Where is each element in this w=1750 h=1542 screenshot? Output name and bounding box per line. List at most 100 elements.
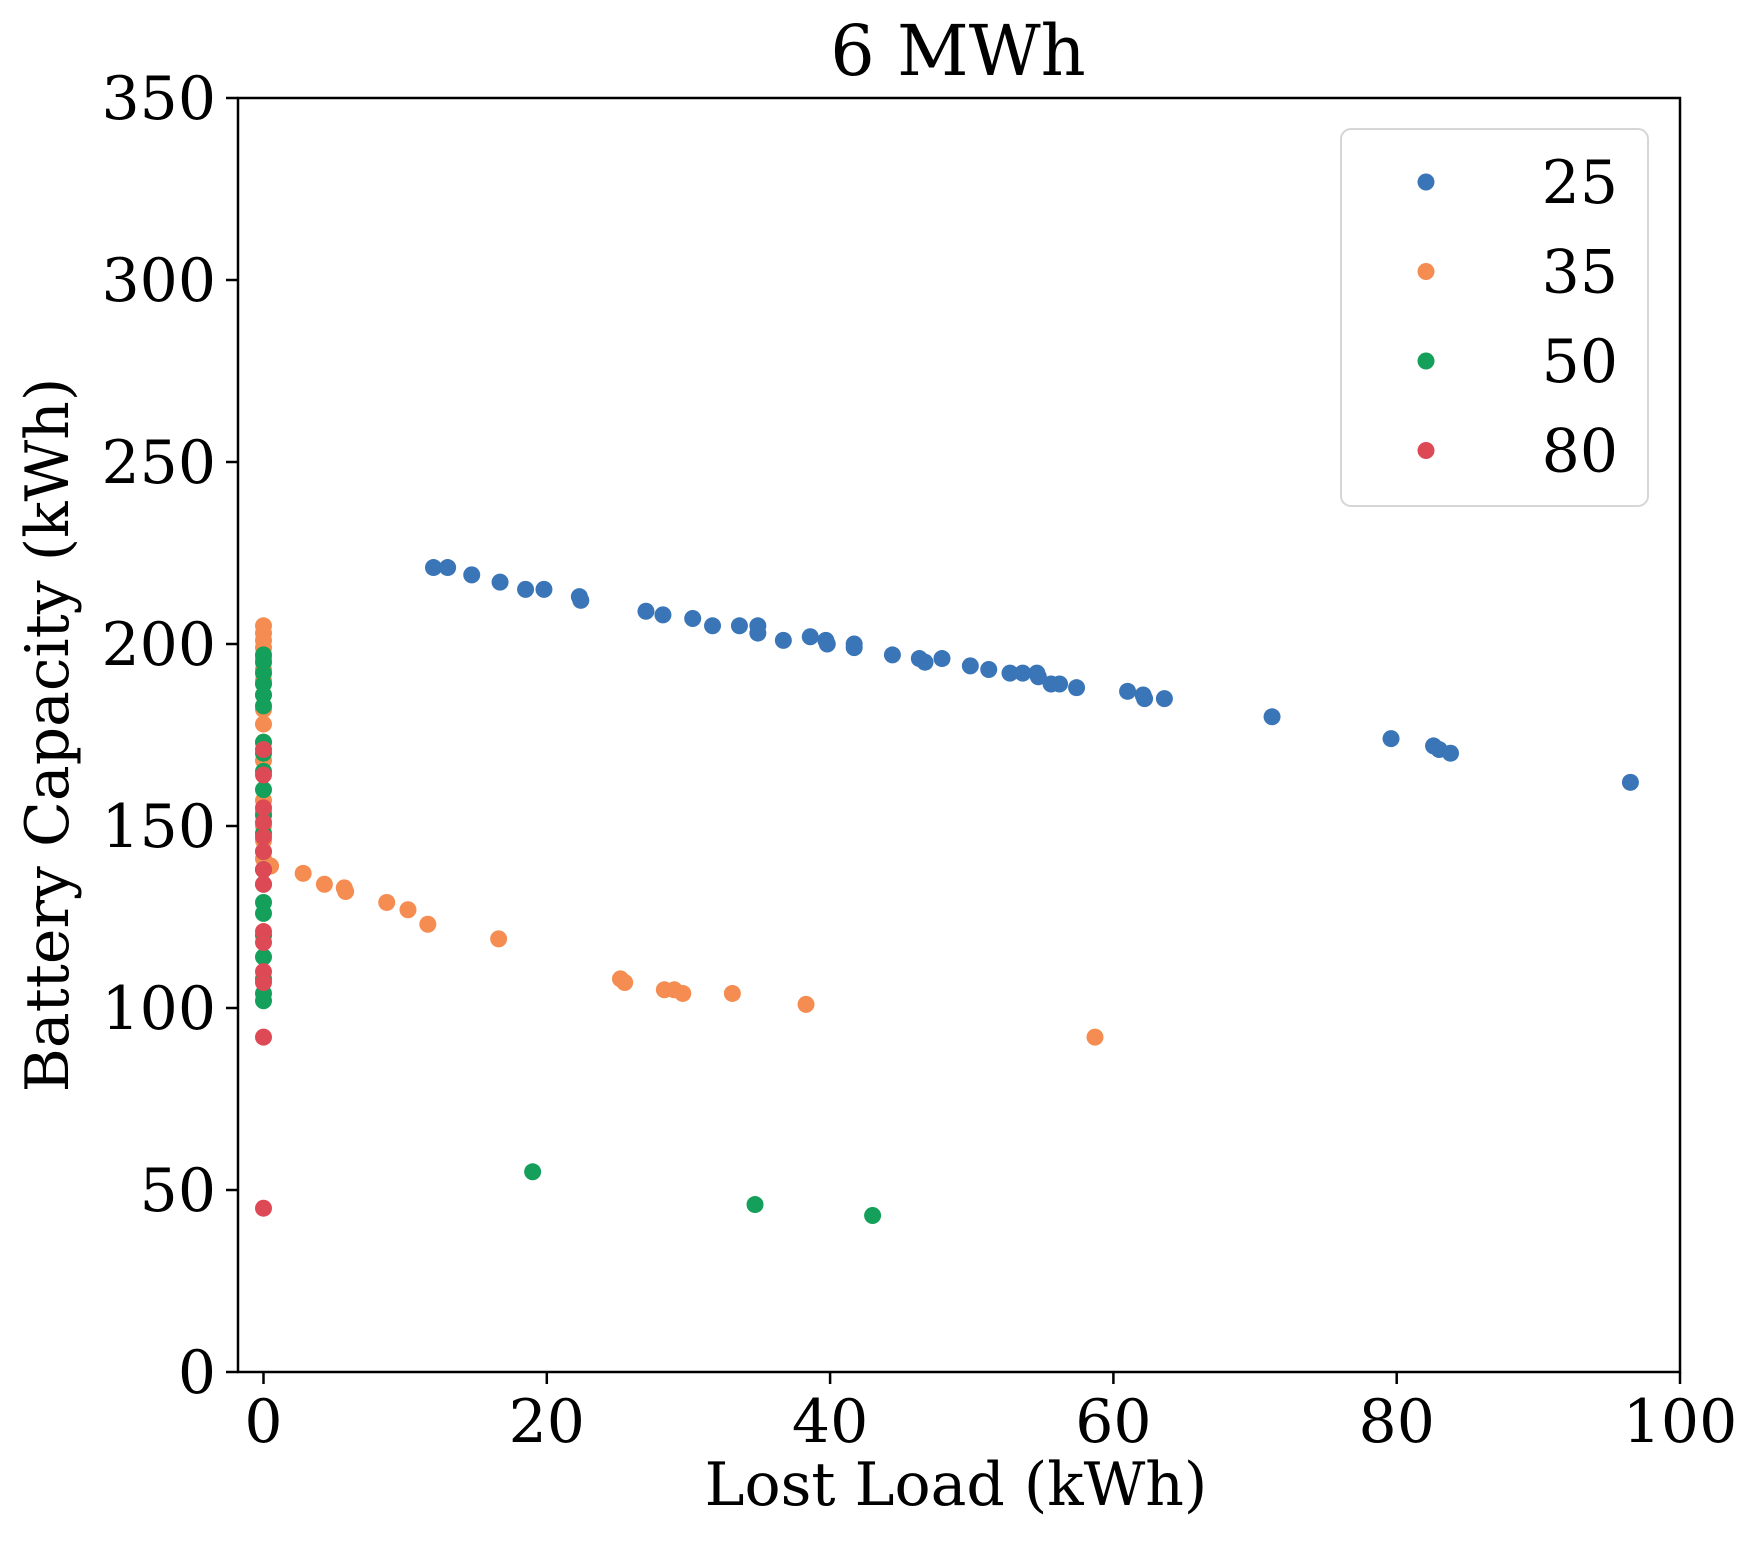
x-axis: 0 20 40 60 80 100 — [244, 1372, 1737, 1457]
data-point-series-35 — [490, 930, 508, 948]
x-tick-label: 40 — [792, 1387, 868, 1457]
data-point-series-80 — [254, 875, 272, 893]
series-80 — [254, 741, 272, 1217]
y-tick-label: 200 — [101, 610, 216, 680]
x-tick-label: 60 — [1075, 1387, 1151, 1457]
data-point-series-25 — [704, 617, 722, 635]
plot-area-frame — [236, 96, 1682, 1374]
data-point-series-35 — [723, 984, 741, 1002]
data-point-series-25 — [439, 559, 457, 577]
data-point-series-25 — [535, 580, 553, 598]
data-point-series-25 — [749, 624, 767, 642]
data-point-series-25 — [517, 580, 535, 598]
data-point-series-25 — [1068, 679, 1086, 697]
data-point-series-35 — [315, 875, 333, 893]
data-point-series-25 — [1029, 668, 1047, 686]
data-point-series-80 — [254, 974, 272, 992]
data-point-series-25 — [637, 602, 655, 620]
data-point-series-35 — [294, 864, 312, 882]
data-point-series-25 — [572, 591, 590, 609]
data-point-series-80 — [254, 828, 272, 846]
data-point-series-25 — [818, 635, 836, 653]
legend-box — [1340, 128, 1649, 507]
data-point-series-25 — [1442, 744, 1460, 762]
data-point-series-25 — [1119, 682, 1137, 700]
legend-marker — [1417, 442, 1435, 459]
data-point-series-25 — [463, 566, 481, 584]
data-points — [254, 559, 1639, 1224]
legend-marker — [1417, 263, 1435, 280]
data-point-series-25 — [774, 631, 792, 649]
legend-label: 35 — [1542, 238, 1618, 308]
data-point-series-80 — [254, 741, 272, 759]
data-point-series-80 — [254, 1028, 272, 1046]
data-point-series-35 — [674, 984, 692, 1002]
legend-label: 50 — [1542, 327, 1618, 397]
data-point-series-50 — [254, 948, 272, 966]
data-point-series-35 — [419, 915, 437, 933]
data-point-series-35 — [797, 995, 815, 1013]
x-tick-label: 80 — [1359, 1387, 1435, 1457]
data-point-series-35 — [616, 974, 634, 992]
series-25 — [424, 559, 1639, 791]
data-point-series-80 — [254, 1199, 272, 1217]
data-point-series-80 — [254, 861, 272, 879]
y-axis: 0 50 100 150 200 250 300 350 — [101, 64, 238, 1408]
data-point-series-25 — [1051, 675, 1069, 693]
data-point-series-35 — [399, 901, 417, 919]
data-point-series-25 — [961, 657, 979, 675]
series-50 — [254, 646, 882, 1224]
data-point-series-80 — [254, 799, 272, 817]
data-point-series-50 — [254, 781, 272, 799]
legend-label: 80 — [1542, 417, 1618, 487]
data-point-series-25 — [933, 650, 951, 668]
series-35 — [254, 617, 1104, 1046]
x-tick-label: 20 — [509, 1387, 585, 1457]
data-point-series-80 — [254, 766, 272, 784]
data-point-series-25 — [684, 610, 702, 628]
chart-title: 6 MWh — [830, 10, 1086, 92]
x-tick-label: 0 — [244, 1387, 282, 1457]
legend-label: 25 — [1542, 148, 1618, 218]
data-point-series-50 — [254, 904, 272, 922]
x-tick-label: 100 — [1623, 1387, 1738, 1457]
data-point-series-80 — [254, 933, 272, 951]
data-point-series-50 — [524, 1163, 542, 1181]
data-point-series-35 — [337, 883, 355, 901]
data-point-series-25 — [801, 628, 819, 646]
data-point-series-50 — [864, 1206, 882, 1224]
data-point-series-25 — [1382, 730, 1400, 748]
data-point-series-25 — [1001, 664, 1019, 682]
y-tick-label: 100 — [101, 974, 216, 1044]
legend-marker — [1417, 352, 1435, 370]
data-point-series-50 — [254, 992, 272, 1010]
y-tick-label: 350 — [101, 64, 216, 134]
data-point-series-25 — [424, 559, 442, 577]
data-point-series-25 — [883, 646, 901, 664]
data-point-series-35 — [378, 893, 396, 911]
y-tick-label: 250 — [101, 428, 216, 498]
legend: 25 35 50 80 — [1340, 128, 1649, 507]
data-point-series-25 — [491, 573, 509, 591]
y-tick-label: 300 — [101, 246, 216, 316]
data-point-series-25 — [654, 606, 672, 624]
data-point-series-25 — [980, 660, 998, 678]
legend-marker — [1417, 173, 1435, 191]
data-point-series-25 — [1136, 690, 1154, 708]
data-point-series-25 — [1014, 664, 1032, 682]
data-point-series-50 — [254, 697, 272, 715]
data-point-series-35 — [1086, 1028, 1104, 1046]
data-point-series-80 — [254, 813, 272, 831]
x-axis-label: Lost Load (kWh) — [705, 1450, 1208, 1520]
y-tick-label: 0 — [178, 1338, 216, 1408]
data-point-series-25 — [916, 653, 934, 671]
y-tick-label: 150 — [101, 792, 216, 862]
data-point-series-25 — [1155, 690, 1173, 708]
data-point-series-25 — [1621, 773, 1639, 791]
data-point-series-80 — [254, 842, 272, 860]
data-point-series-25 — [730, 617, 748, 635]
data-point-series-50 — [746, 1196, 764, 1214]
y-axis-label: Battery Capacity (kWh) — [13, 378, 83, 1092]
data-point-series-25 — [1263, 708, 1281, 726]
